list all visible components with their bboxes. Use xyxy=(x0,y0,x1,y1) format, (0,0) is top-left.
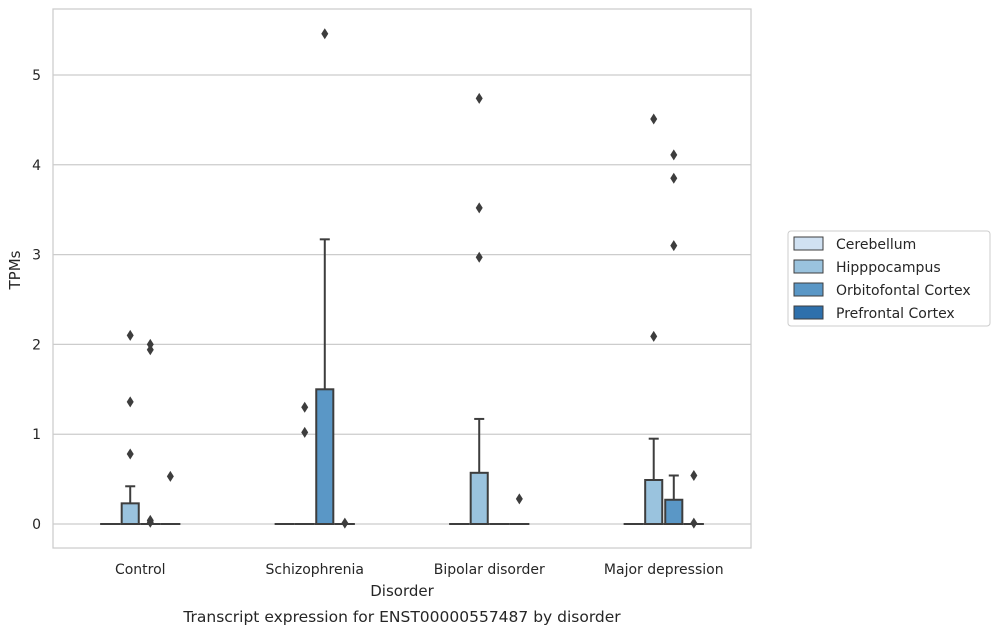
outlier-point xyxy=(475,92,483,104)
outlier-point xyxy=(126,396,134,408)
legend-label: Orbitofontal Cortex xyxy=(836,283,971,299)
box-group xyxy=(120,329,141,526)
y-tick-label: 2 xyxy=(32,337,41,353)
box xyxy=(664,498,684,525)
box-group xyxy=(294,401,315,525)
box-group xyxy=(469,92,490,525)
box xyxy=(644,478,664,525)
outlier-point xyxy=(650,330,658,342)
outlier-point xyxy=(650,113,658,125)
chart-title: Transcript expression for ENST0000055748… xyxy=(182,608,621,626)
legend-label: Hipppocampus xyxy=(836,260,941,276)
legend-swatch xyxy=(793,236,824,251)
x-tick-label: Control xyxy=(115,562,166,578)
box-group xyxy=(334,517,355,529)
outlier-point xyxy=(670,149,678,161)
outlier-point xyxy=(301,401,309,413)
outlier-point xyxy=(341,517,349,529)
y-tick-label: 5 xyxy=(32,68,41,84)
x-tick-label: Major depression xyxy=(604,562,724,578)
legend: Cerebellum Hipppocampus Orbitofontal Corte… xyxy=(787,230,991,327)
outlier-point xyxy=(670,240,678,252)
outlier-point xyxy=(475,202,483,214)
outlier-point xyxy=(690,517,698,529)
y-tick-label: 4 xyxy=(32,158,41,174)
box-group xyxy=(160,470,181,525)
x-tick-label: Schizophrenia xyxy=(266,562,364,578)
box xyxy=(469,471,489,525)
box-group xyxy=(643,113,664,525)
legend-label: Prefrontal Cortex xyxy=(836,306,955,322)
outlier-point xyxy=(475,251,483,263)
outlier-point xyxy=(515,493,523,505)
box-group xyxy=(683,470,704,529)
y-tick-labels: 0 1 2 3 4 5 xyxy=(32,68,41,533)
box xyxy=(315,388,335,525)
outlier-point xyxy=(166,470,174,482)
legend-swatch xyxy=(793,305,824,320)
x-axis-label: Disorder xyxy=(370,582,434,600)
outlier-point xyxy=(126,329,134,341)
x-tick-labels: Control Schizophrenia Bipolar disorder Majo… xyxy=(115,562,724,578)
box-group xyxy=(509,493,530,525)
box xyxy=(120,502,140,526)
y-tick-label: 0 xyxy=(32,517,41,533)
outlier-point xyxy=(126,448,134,460)
y-axis-label: TPMs xyxy=(6,250,24,290)
outlier-point xyxy=(670,172,678,184)
outlier-point xyxy=(301,426,309,438)
y-tick-label: 1 xyxy=(32,427,41,443)
grid-lines xyxy=(53,74,751,525)
outlier-point xyxy=(321,28,329,40)
box-group xyxy=(140,338,161,528)
x-tick-label: Bipolar disorder xyxy=(434,562,545,578)
plot-frame xyxy=(52,8,752,549)
box-group xyxy=(663,149,684,525)
outlier-point xyxy=(146,338,154,350)
legend-label: Cerebellum xyxy=(836,237,916,253)
legend-swatch xyxy=(793,282,824,297)
y-tick-label: 3 xyxy=(32,248,41,264)
plot-boxes xyxy=(100,28,704,529)
legend-frame xyxy=(787,230,991,327)
legend-swatch xyxy=(793,259,824,274)
outlier-point xyxy=(690,470,698,482)
box-group xyxy=(314,28,335,525)
outlier-point xyxy=(146,514,154,526)
